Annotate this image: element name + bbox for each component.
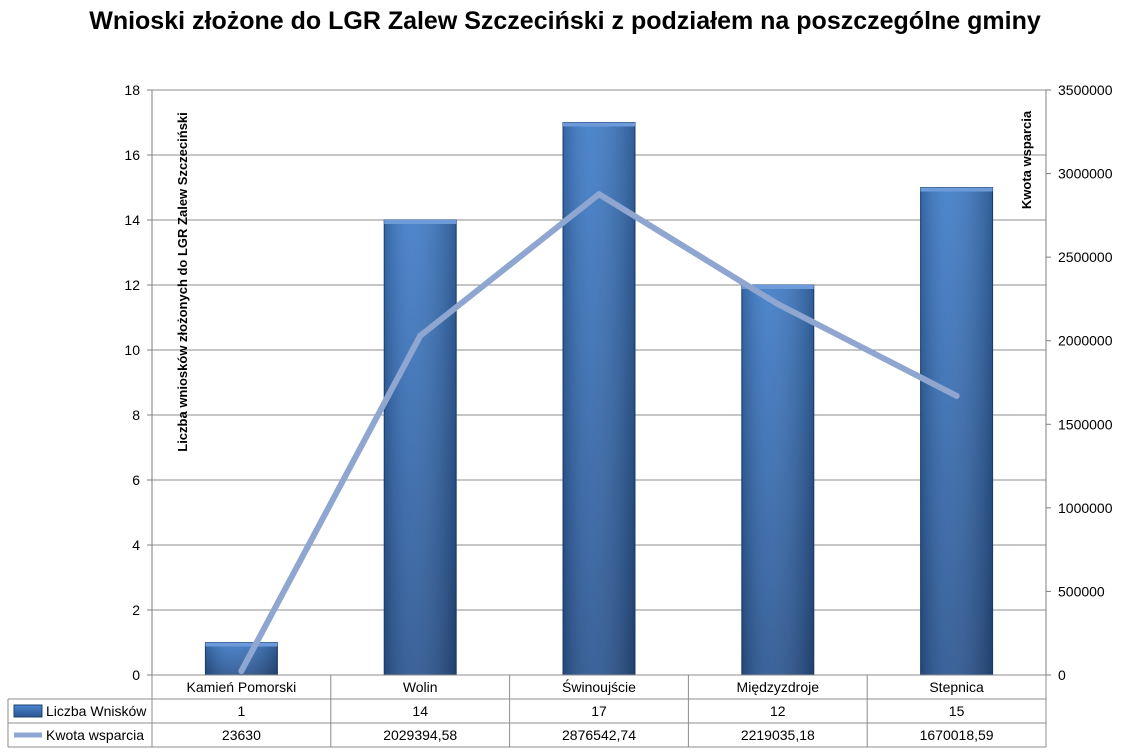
bar-top-highlight (384, 220, 457, 224)
right-tick-label: 3000000 (1058, 166, 1113, 182)
right-tick-label: 0 (1058, 667, 1066, 683)
bar-shading (384, 220, 457, 675)
table-value: 1 (238, 703, 246, 719)
category-label: Wolin (403, 679, 438, 695)
line-point (596, 191, 602, 198)
category-label: Kamień Pomorski (187, 679, 297, 695)
table-value: 1670018,59 (920, 727, 994, 743)
bar-top-highlight (741, 285, 814, 289)
table-value: 14 (412, 703, 428, 719)
right-tick-label: 2500000 (1058, 249, 1113, 265)
bar-shading (741, 285, 814, 675)
bar-top-highlight (205, 642, 278, 647)
left-axis-title: Liczba wniosków złożonych do LGR Zalew S… (175, 112, 190, 452)
category-label: Świnoujście (562, 678, 636, 695)
legend-label: Kwota wsparcia (46, 727, 144, 743)
category-label: Stepnica (929, 679, 984, 695)
line-series (238, 191, 960, 675)
table-value: 12 (770, 703, 786, 719)
left-tick-label: 8 (132, 407, 140, 423)
table-value: 17 (591, 703, 607, 719)
bar-series (204, 122, 994, 676)
line-point (417, 332, 424, 339)
category-label: Międzyzdroje (737, 679, 820, 695)
left-tick-label: 10 (124, 342, 140, 358)
line-point (953, 392, 960, 399)
line-point (774, 301, 781, 308)
axes: 0 2 4 6 8 10 12 14 16 18 0 500000 1000000 1500000 2000… (124, 82, 1112, 683)
right-tick-label: 3500000 (1058, 82, 1113, 98)
table-value: 15 (949, 703, 965, 719)
bar-shading (563, 122, 635, 675)
table-value: 2219035,18 (741, 727, 815, 743)
bar-top-highlight (563, 122, 635, 127)
left-tick-label: 2 (132, 602, 140, 618)
left-tick-label: 16 (124, 147, 140, 163)
right-tick-label: 500000 (1058, 583, 1105, 599)
bar-top-highlight (920, 187, 993, 192)
table-value: 2876542,74 (562, 727, 636, 743)
table-value: 2029394,58 (383, 727, 457, 743)
table-value: 23630 (222, 727, 261, 743)
left-tick-label: 6 (132, 472, 140, 488)
right-tick-label: 1000000 (1058, 500, 1113, 516)
bar-shading (920, 187, 993, 675)
left-tick-label: 12 (124, 277, 140, 293)
legend-label: Liczba Wnisków (46, 703, 147, 719)
left-tick-label: 18 (124, 82, 140, 98)
left-tick-label: 14 (124, 212, 140, 228)
right-axis-title: Kwota wsparcia (1019, 110, 1034, 209)
chart-title: Wnioski złożone do LGR Zalew Szczeciński… (89, 7, 1041, 35)
line-point (238, 668, 245, 675)
left-tick-label: 0 (132, 667, 140, 683)
data-table: Kamień Pomorski Wolin Świnoujście Międzyzdr… (7, 674, 1047, 748)
left-tick-label: 4 (132, 537, 140, 553)
right-tick-label: 2000000 (1058, 333, 1113, 349)
right-tick-label: 1500000 (1058, 416, 1113, 432)
legend-swatch-bar (13, 704, 43, 718)
